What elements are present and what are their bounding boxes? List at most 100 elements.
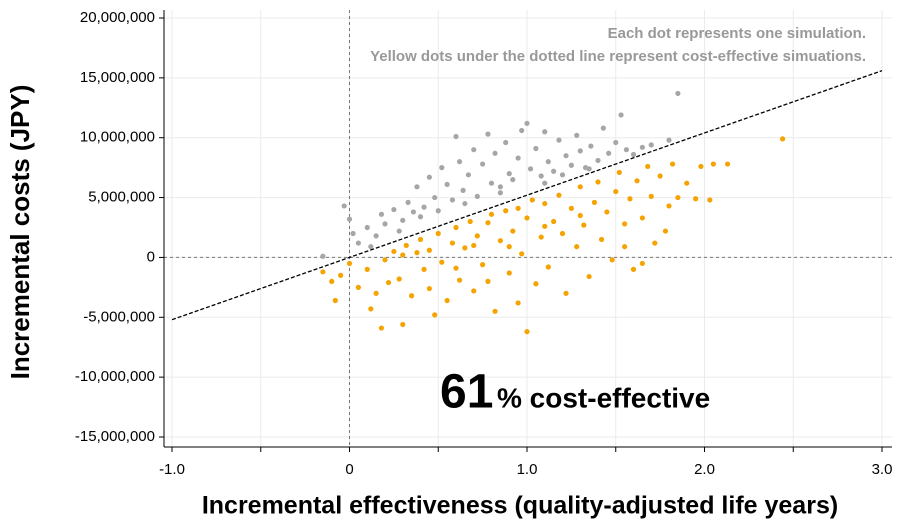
dot xyxy=(559,172,566,178)
dot xyxy=(403,242,409,249)
dot xyxy=(400,252,406,258)
y-tick-label: 5,000,000 xyxy=(88,189,155,206)
dot xyxy=(515,300,521,306)
dot xyxy=(426,247,432,253)
dot xyxy=(657,173,663,179)
dot xyxy=(346,216,353,222)
dot xyxy=(378,325,385,331)
dot xyxy=(421,204,427,210)
dot xyxy=(568,162,574,168)
dot xyxy=(350,230,356,237)
dot xyxy=(568,205,574,211)
dot xyxy=(485,278,491,284)
dot xyxy=(634,178,640,184)
dot xyxy=(332,297,338,304)
dot xyxy=(474,233,480,239)
dot xyxy=(510,228,516,234)
dot xyxy=(652,240,658,246)
dot xyxy=(669,161,676,167)
dot xyxy=(503,139,509,146)
dot xyxy=(456,277,463,283)
dot xyxy=(465,172,472,178)
dot xyxy=(622,244,628,250)
dot xyxy=(421,266,427,272)
dot xyxy=(449,240,456,246)
dot xyxy=(355,284,361,290)
dot xyxy=(577,148,583,154)
dot xyxy=(591,199,598,205)
dot xyxy=(606,150,612,156)
dot xyxy=(453,224,459,231)
dot xyxy=(519,127,525,134)
dot xyxy=(391,248,397,255)
x-tick-label: 3.0 xyxy=(872,461,893,478)
dot xyxy=(510,177,516,183)
dot xyxy=(684,180,690,186)
dot xyxy=(346,260,353,267)
dot xyxy=(462,245,468,251)
dot xyxy=(613,139,619,146)
annotation: Each dot represents one simulation. xyxy=(608,25,866,42)
dot xyxy=(409,293,415,299)
dot xyxy=(492,308,498,314)
dot xyxy=(417,236,424,243)
dot xyxy=(563,290,569,296)
dot xyxy=(485,131,491,137)
dot xyxy=(648,193,654,199)
dot xyxy=(639,215,645,221)
dot xyxy=(574,132,580,138)
dot xyxy=(453,133,459,140)
plot: -15,000,000 -10,000,000 -5,000,000 0 5,000,0… xyxy=(75,9,893,478)
dot xyxy=(574,244,580,250)
dot xyxy=(556,137,562,143)
dot xyxy=(519,251,525,257)
dot xyxy=(639,144,645,150)
dot xyxy=(405,199,411,205)
dot xyxy=(616,169,622,176)
dot xyxy=(623,147,630,153)
dot xyxy=(432,194,438,201)
dot xyxy=(373,290,379,296)
dot xyxy=(506,270,512,276)
dot xyxy=(503,208,509,214)
dot xyxy=(515,205,521,211)
dot xyxy=(604,209,610,215)
dot xyxy=(524,215,530,221)
dot xyxy=(382,221,388,227)
dot xyxy=(400,321,406,328)
dot xyxy=(545,159,551,165)
dot xyxy=(780,136,786,142)
dot xyxy=(675,194,681,201)
dot xyxy=(435,208,441,214)
dot xyxy=(613,188,619,195)
dot xyxy=(506,244,512,250)
dot xyxy=(456,159,463,165)
dot xyxy=(515,155,521,161)
dot xyxy=(581,222,587,228)
dot xyxy=(586,273,592,280)
dot xyxy=(618,112,624,118)
dot xyxy=(542,180,548,186)
dot xyxy=(595,179,601,185)
dot xyxy=(648,142,654,148)
dot xyxy=(675,90,681,97)
dot xyxy=(698,163,704,170)
dot xyxy=(453,265,459,271)
dot xyxy=(444,181,450,188)
dot xyxy=(622,221,628,227)
dot xyxy=(497,238,503,244)
dot xyxy=(527,166,534,172)
dot xyxy=(538,173,544,179)
dot xyxy=(338,272,344,278)
reference-line xyxy=(171,70,883,321)
dot xyxy=(385,279,392,286)
dot xyxy=(586,166,592,172)
dot xyxy=(595,157,601,164)
dot xyxy=(662,228,669,234)
dot xyxy=(439,259,445,265)
dot xyxy=(524,329,530,335)
dot xyxy=(538,234,544,240)
dot xyxy=(609,257,615,263)
dot xyxy=(533,145,539,152)
